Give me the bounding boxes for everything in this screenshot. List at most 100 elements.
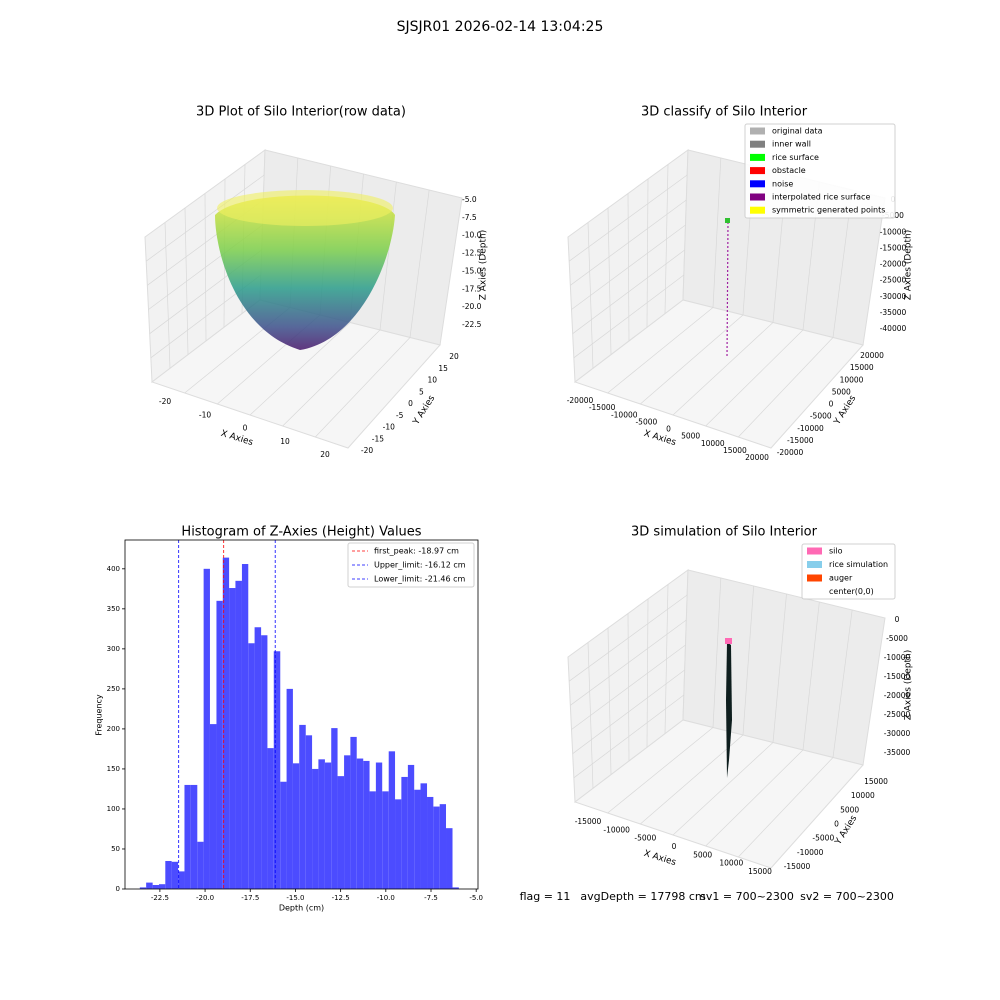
y-tick-label: 20000 [860, 351, 884, 360]
zlabel: Z Axies (Depth) [479, 230, 489, 301]
status-text: sv2 = 700~2300 [800, 890, 894, 903]
y-tick-label: 50 [111, 845, 120, 853]
bar [312, 768, 319, 889]
bar [171, 861, 179, 889]
pane-grid [282, 329, 381, 427]
pane-grid [802, 601, 820, 751]
y-tick-label: 5000 [840, 805, 859, 814]
z-tick-label: -7.5 [462, 213, 477, 222]
y-tick-label: 10 [427, 376, 437, 385]
legend-label: auger [829, 574, 853, 583]
x-tick-label: -20.0 [196, 894, 214, 902]
plot-3d: -15000-10000-5000050001000015000-15000-1… [567, 525, 914, 876]
bar [158, 884, 166, 889]
bar [363, 760, 370, 889]
pane-grid [573, 694, 685, 779]
y-tick-label: 5 [419, 387, 424, 396]
plot-frame [124, 539, 479, 890]
y-tick-label: -15000 [784, 862, 811, 871]
x-tick-label: 20 [320, 450, 330, 459]
x-tick-label: -20 [159, 397, 171, 406]
y-tick-label: 350 [107, 605, 120, 613]
chart-title: 3D simulation of Silo Interior [631, 525, 818, 540]
bar [184, 784, 191, 889]
pane-grid [379, 181, 397, 331]
y-tick-label: -20000 [777, 448, 804, 457]
bar [267, 748, 274, 889]
bar [401, 776, 408, 889]
bar [388, 751, 396, 889]
pane-grid [705, 329, 804, 427]
legend-swatch [807, 561, 822, 568]
pane-grid [409, 189, 430, 338]
bar [235, 580, 242, 889]
x-tick-label: 15000 [723, 446, 747, 455]
y-tick-label: -10 [383, 423, 395, 432]
bar [395, 799, 402, 889]
legend-label: rice simulation [829, 560, 888, 569]
z-tick-label: -20000 [884, 691, 911, 700]
y-tick-label: 15 [438, 364, 448, 373]
z-tick-label: -35000 [884, 748, 911, 757]
pane-grid [738, 757, 834, 858]
bar [261, 635, 268, 889]
y-tick-label: -15000 [787, 436, 814, 445]
legend-swatch [807, 588, 822, 595]
z-tick-label: -10000 [880, 227, 907, 236]
status-text: sv1 = 700~2300 [700, 890, 794, 903]
legend-label: symmetric generated points [772, 206, 885, 215]
pane-grid [315, 337, 411, 438]
y-tick-label: 0 [834, 820, 839, 829]
bar [375, 762, 383, 889]
x-tick-label: -15000 [575, 817, 602, 826]
y-axis-label: Frequency [95, 694, 104, 736]
z-tick-label: -20.0 [462, 302, 482, 311]
legend-label: obstacle [772, 166, 806, 175]
y-tick-label: -15 [372, 434, 384, 443]
bar [222, 557, 230, 889]
bar [203, 568, 210, 889]
pane-grid [712, 157, 722, 308]
z-tick-label: -10000 [884, 653, 911, 662]
bar [331, 728, 338, 889]
x-tick-label: 0 [672, 842, 677, 851]
z-tick-label: -17.5 [462, 284, 482, 293]
x-tick-label: -5.0 [469, 894, 483, 902]
figure-title: SJSJR01 2026-02-14 13:04:25 [397, 19, 604, 35]
y-tick-label: 250 [107, 685, 120, 693]
legend-swatch [807, 547, 822, 555]
status-text: flag = 11 [520, 890, 571, 903]
point-cloud-render [215, 195, 395, 350]
legend-box [347, 542, 475, 588]
z-tick-label: -15.0 [462, 266, 482, 275]
bar [190, 784, 198, 889]
bar [433, 806, 440, 889]
pane-grid [772, 593, 787, 743]
z-tick-label: -20000 [880, 260, 907, 269]
pane-grid [832, 609, 853, 758]
bar [178, 871, 185, 889]
bar [446, 828, 453, 889]
bar [165, 860, 172, 889]
surface-render [726, 642, 732, 778]
x-tick-label: 10 [280, 437, 290, 446]
legend-swatch [750, 193, 765, 201]
legend-label: silo [829, 547, 843, 556]
bar [350, 736, 357, 889]
x-tick-label: -10 [199, 410, 211, 419]
pane-grid [607, 727, 714, 814]
bar [382, 791, 389, 889]
y-tick-label: -10000 [797, 848, 824, 857]
legend-box [801, 543, 896, 600]
x-tick-label: 15000 [748, 867, 772, 876]
legend-label: center(0,0) [829, 587, 874, 596]
bar [216, 600, 223, 889]
bar [414, 789, 421, 889]
z-tick-label: -30000 [880, 292, 907, 301]
pane-grid [607, 307, 714, 394]
bar [146, 882, 153, 889]
y-tick-label: 15000 [850, 363, 874, 372]
x-tick-label: 10000 [719, 859, 743, 868]
